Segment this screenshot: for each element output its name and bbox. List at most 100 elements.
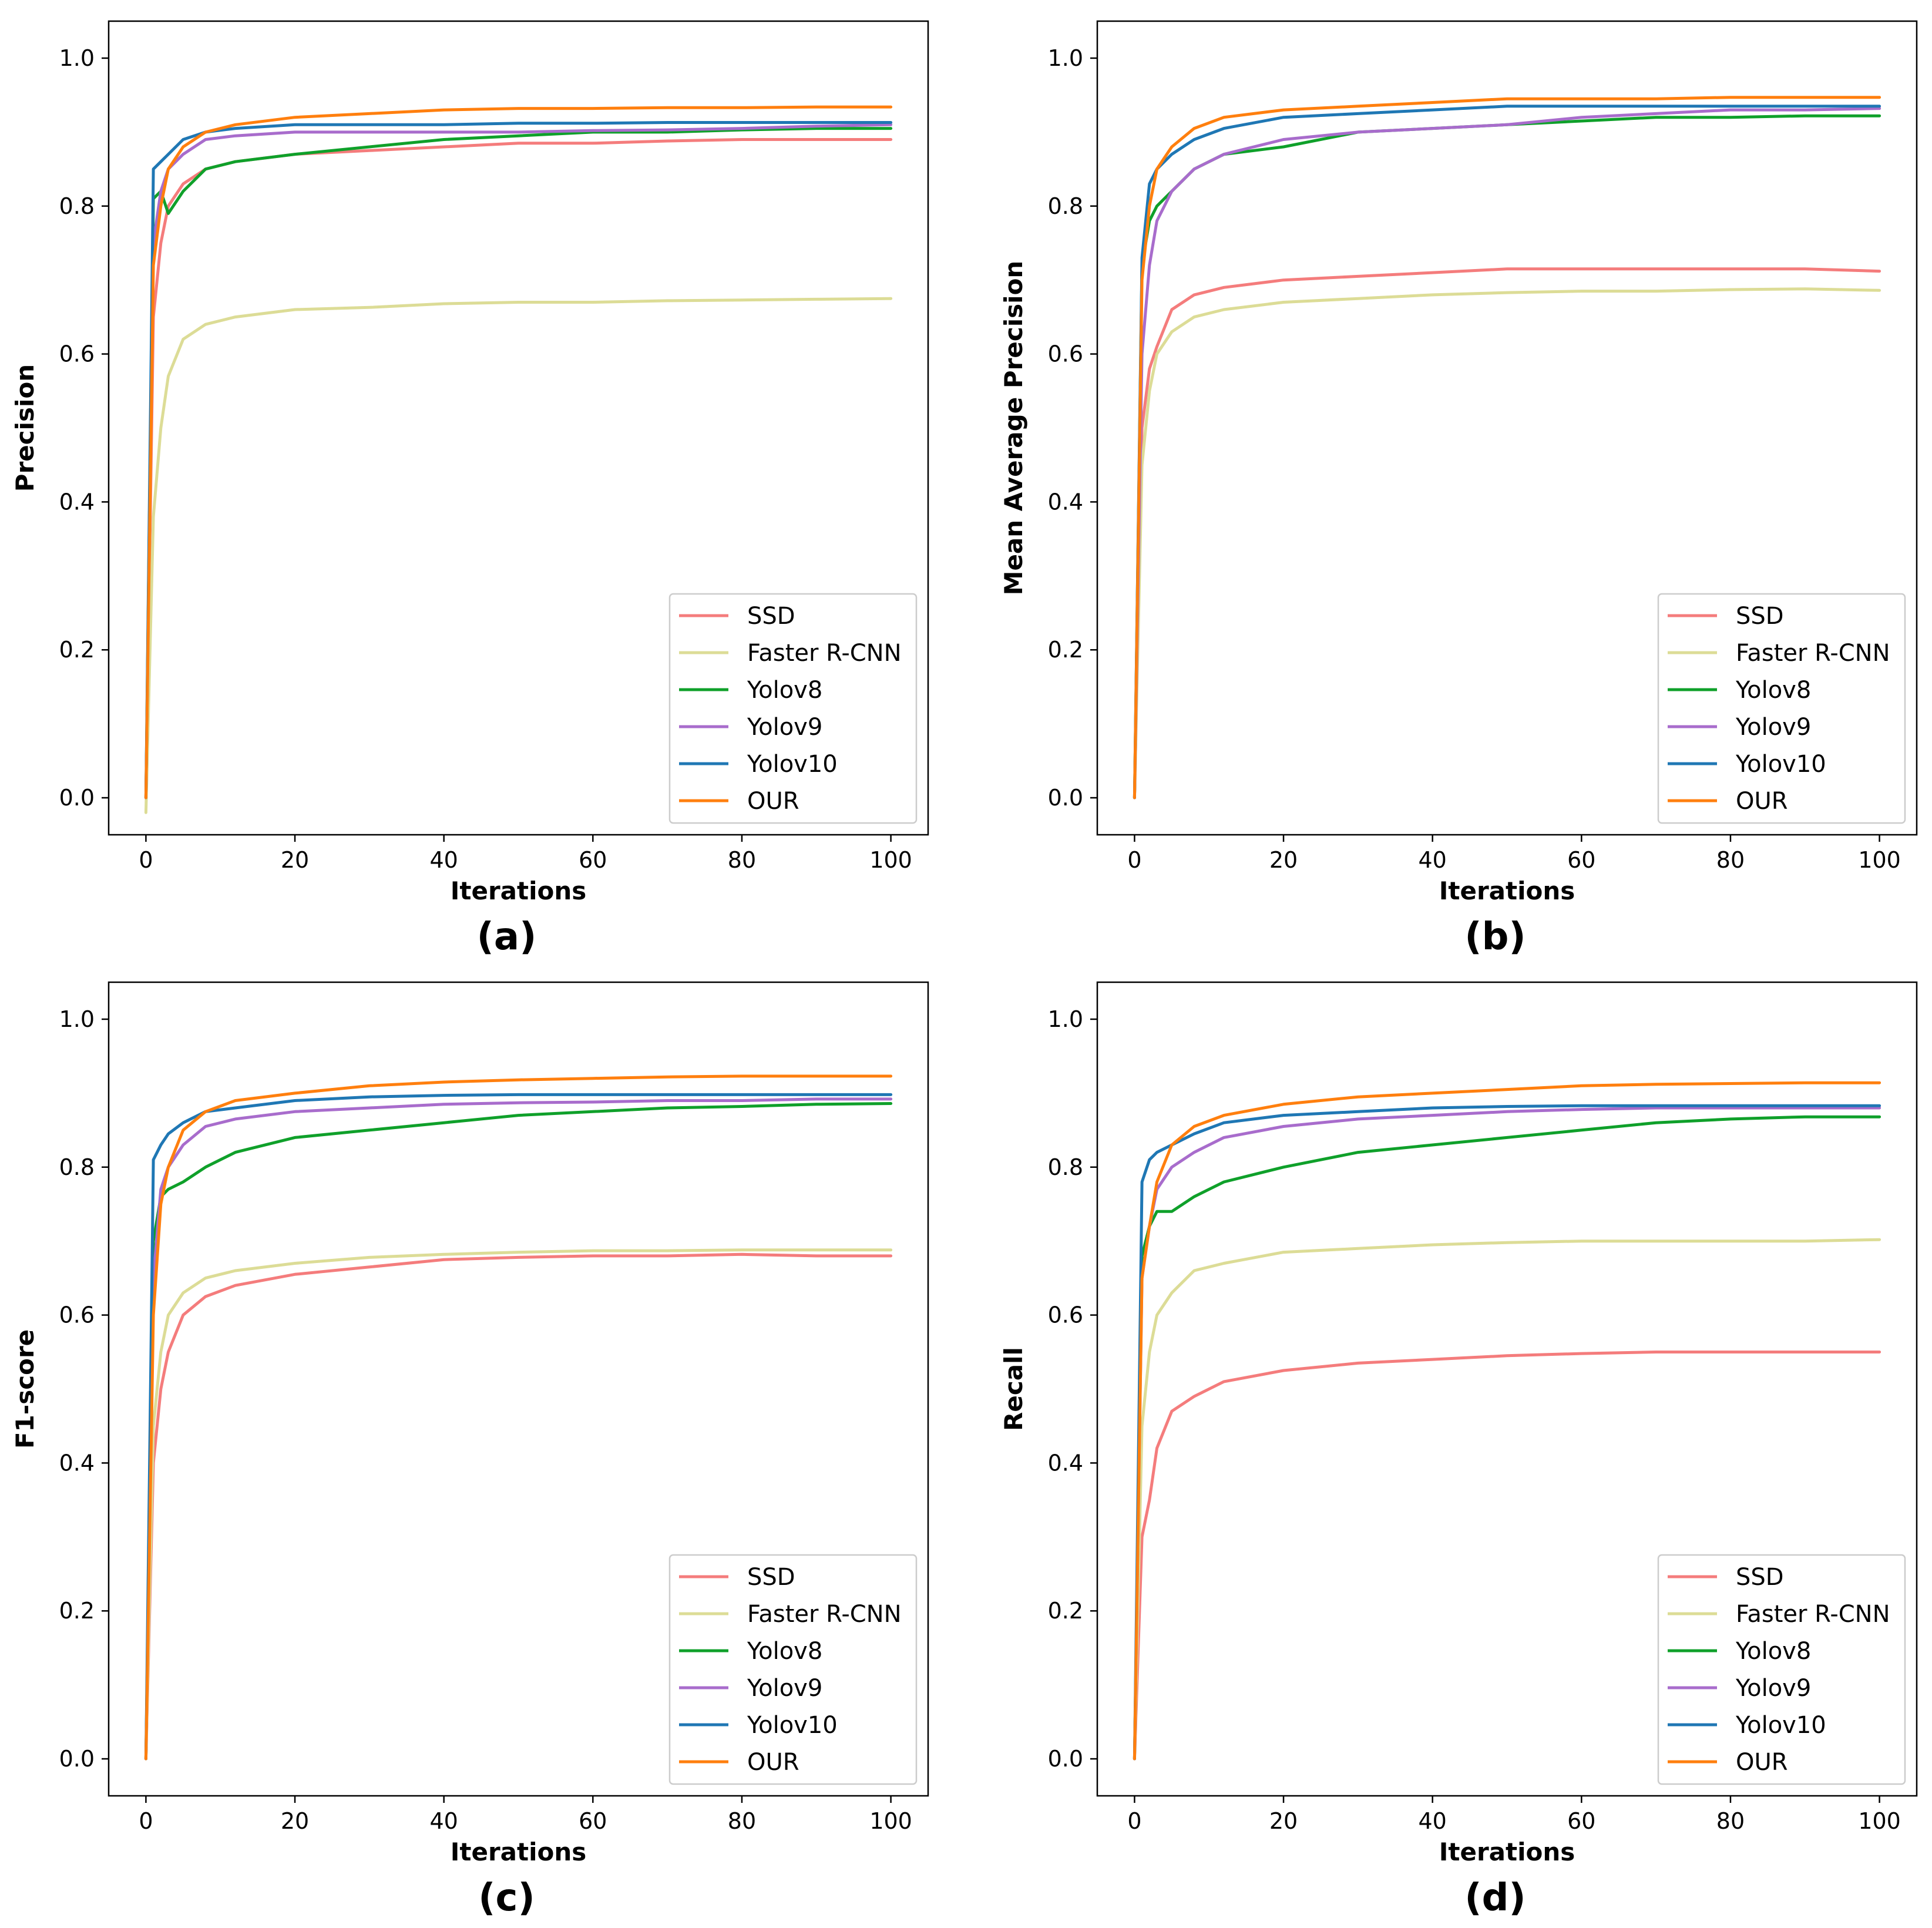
x-tick-label: 20: [281, 847, 309, 873]
x-tick-label: 40: [430, 847, 458, 873]
series-line-ssd: [144, 138, 893, 800]
x-tick-label: 20: [1269, 847, 1298, 873]
y-axis-label: Mean Average Precision: [999, 261, 1028, 596]
axes-frame: [1096, 981, 1918, 1797]
legend-label: Faster R-CNN: [747, 1601, 902, 1628]
y-tick-label: 0.4: [59, 489, 95, 515]
series-lines: [1133, 1081, 1881, 1761]
y-tick-label: 0.8: [59, 193, 95, 219]
panel-label: (b): [1464, 915, 1526, 959]
x-tick-label: 0: [139, 1808, 153, 1834]
x-tick-label: 0: [139, 847, 153, 873]
legend-label: OUR: [1736, 788, 1788, 815]
series-line-faster-r-cnn: [1133, 1238, 1881, 1761]
legend-label: Yolov9: [747, 714, 822, 741]
legend-label: SSD: [747, 1564, 795, 1591]
panel-label: (a): [477, 915, 537, 959]
y-tick-label: 1.0: [1048, 1006, 1083, 1032]
y-tick-label: 0.6: [59, 1302, 95, 1328]
y-tick-label: 0.6: [1048, 341, 1083, 367]
legend-label: Yolov10: [1735, 1712, 1826, 1739]
legend-label: Yolov10: [1735, 751, 1826, 778]
series-line-faster-r-cnn: [1133, 287, 1881, 800]
series-line-yolov9: [1133, 107, 1881, 800]
legend-label: Yolov9: [747, 1675, 822, 1702]
series-line-yolov10: [144, 121, 893, 800]
panel-label: (d): [1464, 1876, 1526, 1920]
series-line-ssd: [1133, 1351, 1881, 1761]
y-axis-label: Precision: [11, 364, 39, 492]
series-line-yolov10: [1133, 1104, 1881, 1761]
y-tick-label: 0.0: [59, 1746, 95, 1772]
series-line-yolov8: [1133, 114, 1881, 800]
y-axis-label: Recall: [999, 1347, 1028, 1431]
y-tick-label: 0.2: [59, 1598, 95, 1624]
legend-label: Faster R-CNN: [1736, 640, 1890, 667]
axes-frame: [1096, 20, 1918, 836]
legend-label: Yolov10: [747, 1712, 838, 1739]
x-tick-label: 60: [1567, 847, 1595, 873]
series-line-faster-r-cnn: [144, 1248, 893, 1761]
chart-panel-4: 0 20 40 60 80 100 0.0 0.2 0.4 0.6 0.8 1.0 Iterations…: [999, 981, 1918, 1920]
x-tick-label: 20: [1269, 1808, 1298, 1834]
x-tick-label: 60: [579, 1808, 607, 1834]
legend: SSD Faster R-CNN Yolov8 Yolov9 Yolov10 OUR: [668, 1554, 918, 1785]
y-tick-label: 0.8: [1048, 193, 1083, 219]
x-tick-label: 40: [1419, 847, 1447, 873]
legend-label: OUR: [1736, 1749, 1788, 1776]
y-tick-label: 0.6: [1048, 1302, 1083, 1328]
series-line-yolov8: [1133, 1115, 1881, 1761]
x-axis-label: Iterations: [1439, 876, 1575, 905]
legend: SSD Faster R-CNN Yolov8 Yolov9 Yolov10 OUR: [668, 593, 918, 824]
legend-label: SSD: [1736, 1564, 1784, 1591]
x-tick-label: 0: [1127, 847, 1141, 873]
x-tick-label: 20: [281, 1808, 309, 1834]
legend: SSD Faster R-CNN Yolov8 Yolov9 Yolov10 OUR: [1657, 593, 1906, 824]
series-line-our: [144, 1074, 893, 1761]
y-tick-label: 0.8: [59, 1154, 95, 1180]
x-tick-label: 60: [1567, 1808, 1595, 1834]
y-tick-label: 0.0: [59, 785, 95, 811]
series-line-ssd: [144, 1252, 893, 1761]
y-tick-label: 0.2: [59, 637, 95, 663]
x-tick-label: 100: [1858, 1808, 1901, 1834]
legend-label: OUR: [747, 1749, 799, 1776]
x-tick-label: 80: [728, 1808, 756, 1834]
y-tick-label: 0.0: [1048, 785, 1083, 811]
legend-box: [1657, 593, 1906, 824]
x-tick-label: 80: [1716, 847, 1745, 873]
chart-panel-2: 0 20 40 60 80 100 0.0 0.2 0.4 0.6 0.8 1.0 Iterations…: [999, 20, 1918, 959]
series-line-ssd: [1133, 267, 1881, 800]
x-tick-label: 80: [728, 847, 756, 873]
y-tick-label: 0.0: [1048, 1746, 1083, 1772]
y-tick-label: 0.8: [1048, 1154, 1083, 1180]
x-axis-label: Iterations: [451, 876, 586, 905]
legend-label: Yolov8: [1735, 677, 1811, 704]
y-tick-label: 0.4: [1048, 489, 1083, 515]
y-tick-label: 1.0: [1048, 45, 1083, 71]
axes-frame: [107, 20, 929, 836]
x-tick-label: 0: [1127, 1808, 1141, 1834]
x-tick-label: 80: [1716, 1808, 1745, 1834]
legend-label: Faster R-CNN: [1736, 1601, 1890, 1628]
legend-box: [668, 1554, 918, 1785]
x-tick-label: 100: [869, 847, 912, 873]
y-tick-label: 0.4: [1048, 1450, 1083, 1476]
legend: SSD Faster R-CNN Yolov8 Yolov9 Yolov10 OUR: [1657, 1554, 1906, 1785]
legend-box: [1657, 1554, 1906, 1785]
series-line-our: [144, 105, 893, 800]
y-tick-label: 1.0: [59, 45, 95, 71]
legend-label: Yolov10: [747, 751, 838, 778]
series-line-yolov10: [1133, 105, 1881, 800]
legend-label: Faster R-CNN: [747, 640, 902, 667]
series-line-yolov8: [144, 127, 893, 800]
x-tick-label: 100: [869, 1808, 912, 1834]
x-tick-label: 40: [430, 1808, 458, 1834]
series-lines: [1133, 96, 1881, 800]
legend-label: Yolov9: [1735, 714, 1811, 741]
y-tick-label: 0.6: [59, 341, 95, 367]
y-tick-label: 0.2: [1048, 637, 1083, 663]
series-lines: [144, 105, 893, 814]
series-line-our: [1133, 96, 1881, 800]
